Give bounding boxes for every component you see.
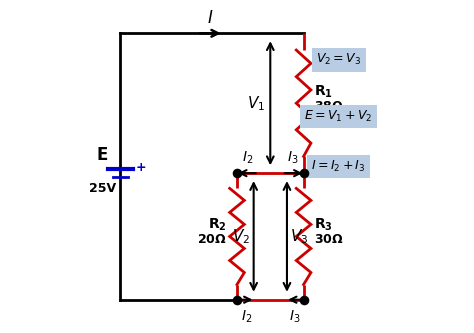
Text: $\mathbf{30\Omega}$: $\mathbf{30\Omega}$: [314, 233, 343, 246]
Text: $V_2 = V_3$: $V_2 = V_3$: [316, 52, 361, 68]
Text: $E = V_1 + V_2$: $E = V_1 + V_2$: [304, 109, 373, 124]
Text: $I_3$: $I_3$: [287, 150, 299, 166]
Text: $I = I_2 + I_3$: $I = I_2 + I_3$: [311, 159, 366, 174]
Text: $I_2$: $I_2$: [242, 150, 253, 166]
Text: 25V: 25V: [89, 181, 116, 195]
Point: [233, 170, 241, 176]
Point: [300, 170, 308, 176]
Text: $I$: $I$: [207, 9, 214, 27]
Text: $I_2$: $I_2$: [241, 309, 252, 325]
Text: $I_3$: $I_3$: [289, 309, 300, 325]
Text: $\mathbf{20\Omega}$: $\mathbf{20\Omega}$: [197, 233, 227, 246]
Point: [233, 297, 241, 302]
Text: $V_2$: $V_2$: [232, 227, 250, 246]
Text: $\mathbf{38\Omega}$: $\mathbf{38\Omega}$: [314, 100, 343, 113]
Text: $V_1$: $V_1$: [247, 94, 265, 113]
Text: $V_3$: $V_3$: [290, 227, 309, 246]
Text: +: +: [136, 161, 146, 174]
Text: E: E: [96, 146, 108, 164]
Text: $\mathbf{R_3}$: $\mathbf{R_3}$: [314, 216, 332, 233]
Text: $\mathbf{R_2}$: $\mathbf{R_2}$: [208, 216, 227, 233]
Text: $\mathbf{R_1}$: $\mathbf{R_1}$: [314, 83, 333, 100]
Point: [300, 297, 308, 302]
